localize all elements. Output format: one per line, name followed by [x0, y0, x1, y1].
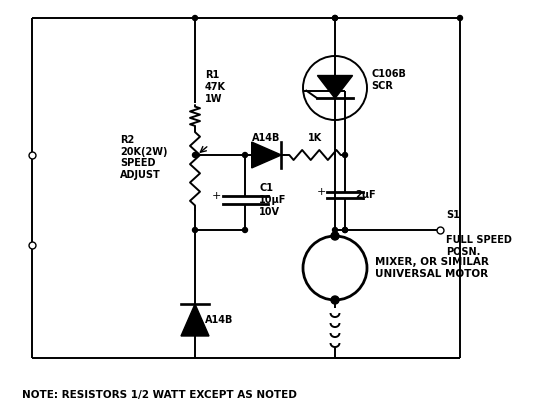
Circle shape: [192, 228, 197, 233]
Circle shape: [243, 153, 248, 157]
Text: 1K: 1K: [308, 133, 322, 143]
Circle shape: [458, 16, 463, 20]
Circle shape: [332, 16, 337, 20]
Text: FULL SPEED
POSN.: FULL SPEED POSN.: [446, 235, 512, 257]
Text: C106B
SCR: C106B SCR: [371, 69, 406, 91]
Circle shape: [332, 228, 337, 233]
Text: R2
20K(2W)
SPEED
ADJUST: R2 20K(2W) SPEED ADJUST: [120, 135, 167, 180]
Circle shape: [342, 153, 347, 157]
Circle shape: [342, 228, 347, 233]
Text: C1
10μF
10V: C1 10μF 10V: [259, 184, 286, 217]
Circle shape: [331, 232, 339, 240]
Text: S1: S1: [446, 210, 460, 220]
Circle shape: [243, 228, 248, 233]
Text: MIXER, OR SIMILAR
UNIVERSAL MOTOR: MIXER, OR SIMILAR UNIVERSAL MOTOR: [375, 257, 489, 279]
Circle shape: [192, 153, 197, 157]
Text: 2μF: 2μF: [355, 190, 376, 200]
Circle shape: [332, 16, 337, 20]
Circle shape: [192, 16, 197, 20]
Polygon shape: [317, 75, 352, 98]
Text: R1
47K
1W: R1 47K 1W: [205, 71, 226, 104]
Text: A14B: A14B: [252, 133, 281, 143]
Polygon shape: [181, 304, 209, 336]
Text: A14B: A14B: [205, 315, 233, 325]
Circle shape: [342, 228, 347, 233]
Circle shape: [331, 296, 339, 304]
Text: +: +: [212, 191, 221, 201]
Text: NOTE: RESISTORS 1/2 WATT EXCEPT AS NOTED: NOTE: RESISTORS 1/2 WATT EXCEPT AS NOTED: [22, 390, 297, 400]
Text: +: +: [316, 187, 326, 197]
Polygon shape: [252, 142, 281, 168]
